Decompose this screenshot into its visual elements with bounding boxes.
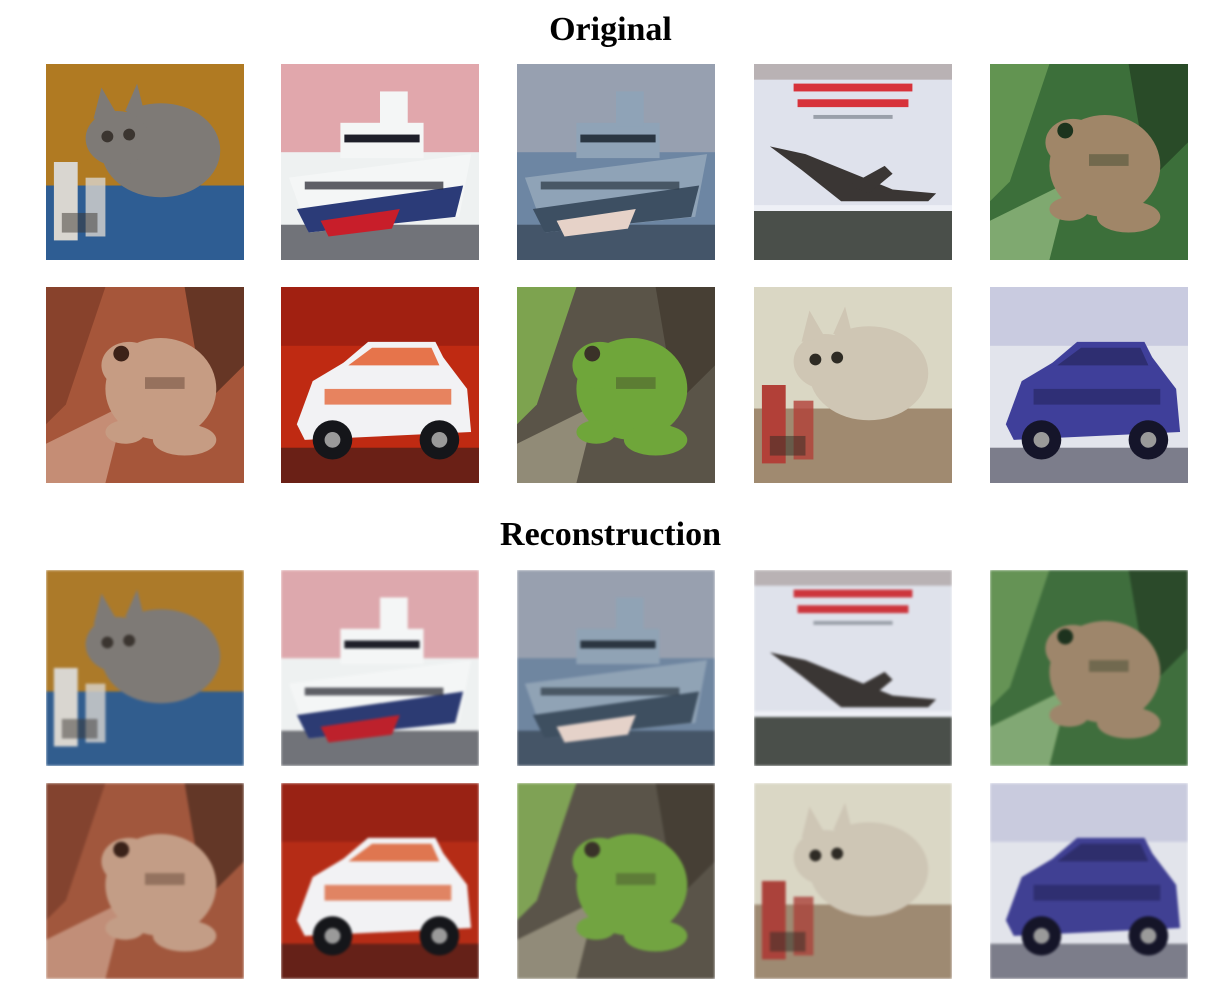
original-cat-image xyxy=(754,287,952,483)
ship-image-icon xyxy=(281,570,479,766)
ship-image-icon xyxy=(281,64,479,260)
frog-image-icon xyxy=(990,570,1188,766)
original-section-title: Original xyxy=(549,11,672,48)
car-image-icon xyxy=(990,287,1188,483)
frog-image-icon xyxy=(46,287,244,483)
frog-image-icon xyxy=(46,783,244,979)
reconstructed-car-image xyxy=(990,783,1188,979)
ship-image-icon xyxy=(517,64,715,260)
original-cat-image xyxy=(46,64,244,260)
reconstructed-airplane-image xyxy=(754,570,952,766)
reconstructed-cat-image xyxy=(754,783,952,979)
original-car-image xyxy=(990,287,1188,483)
original-frog-image xyxy=(990,64,1188,260)
reconstructed-cat-image xyxy=(46,570,244,766)
reconstructed-frog-image xyxy=(46,783,244,979)
reconstructed-car-image xyxy=(281,783,479,979)
cat-image-icon xyxy=(46,570,244,766)
reconstructed-ship-image xyxy=(517,570,715,766)
reconstruction-section-title: Reconstruction xyxy=(500,516,721,553)
cat-image-icon xyxy=(46,64,244,260)
original-frog-image xyxy=(517,287,715,483)
reconstructed-ship-image xyxy=(281,570,479,766)
cat-image-icon xyxy=(754,783,952,979)
original-airplane-image xyxy=(754,64,952,260)
reconstructed-frog-image xyxy=(990,570,1188,766)
ship-image-icon xyxy=(517,570,715,766)
frog-image-icon xyxy=(517,287,715,483)
car-image-icon xyxy=(281,783,479,979)
frog-image-icon xyxy=(990,64,1188,260)
frog-image-icon xyxy=(517,783,715,979)
original-ship-image xyxy=(517,64,715,260)
car-image-icon xyxy=(281,287,479,483)
cat-image-icon xyxy=(754,287,952,483)
reconstructed-frog-image xyxy=(517,783,715,979)
original-car-image xyxy=(281,287,479,483)
airplane-image-icon xyxy=(754,64,952,260)
airplane-image-icon xyxy=(754,570,952,766)
original-frog-image xyxy=(46,287,244,483)
car-image-icon xyxy=(990,783,1188,979)
original-ship-image xyxy=(281,64,479,260)
